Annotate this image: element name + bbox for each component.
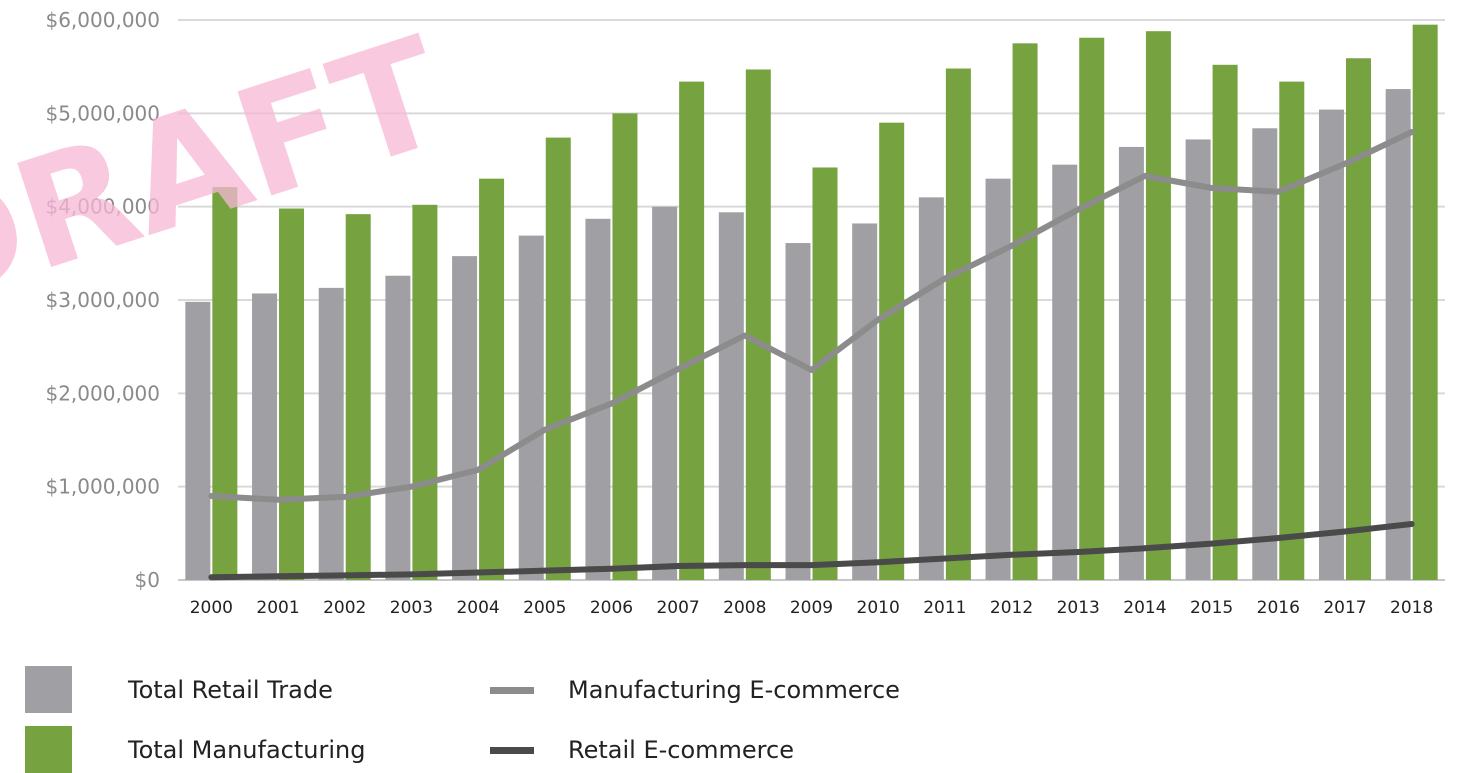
bar-total-manufacturing [1412, 24, 1438, 580]
bar-total-manufacturing [1145, 31, 1171, 580]
bar-total-retail-trade [852, 223, 878, 580]
legend-item-retail-ecommerce: Retail E-commerce [490, 736, 794, 764]
x-tick-label: 2006 [590, 598, 633, 618]
bar-total-retail-trade [1385, 89, 1411, 581]
y-tick-label: $1,000,000 [45, 475, 160, 499]
x-tick-label: 2007 [656, 598, 699, 618]
legend-item-mfg-ecommerce: Manufacturing E-commerce [490, 676, 900, 704]
bar-total-manufacturing [945, 68, 971, 581]
x-tick-label: 2008 [723, 598, 766, 618]
legend-item-retail: Total Retail Trade [25, 666, 333, 713]
bar-total-retail-trade [985, 178, 1011, 580]
x-tick-label: 2012 [990, 598, 1033, 618]
x-tick-label: 2002 [323, 598, 366, 618]
legend-swatch-mfg-ecommerce [490, 686, 534, 694]
y-tick-label: $2,000,000 [45, 381, 160, 405]
bar-total-retail-trade [1318, 109, 1344, 580]
x-tick-label: 2000 [190, 598, 233, 618]
bar-total-retail-trade [518, 235, 544, 580]
legend-label-mfg-ecommerce: Manufacturing E-commerce [568, 676, 900, 704]
y-tick-label: $5,000,000 [45, 101, 160, 125]
x-tick-label: 2005 [523, 598, 566, 618]
lines [208, 129, 1415, 581]
bar-total-retail-trade [252, 293, 278, 580]
x-tick-label: 2003 [390, 598, 433, 618]
bar-total-retail-trade [1052, 164, 1078, 580]
bar-total-manufacturing [612, 113, 638, 580]
legend: Total Retail Trade Total Manufacturing M… [0, 640, 1473, 773]
legend-swatch-retail [25, 666, 72, 713]
legend-label-retail-ecommerce: Retail E-commerce [568, 736, 794, 764]
x-tick-label: 2014 [1123, 598, 1166, 618]
bar-total-manufacturing [212, 187, 238, 581]
bar-total-manufacturing [879, 122, 905, 581]
bar-total-manufacturing [1345, 58, 1371, 581]
bar-total-retail-trade [918, 197, 944, 581]
bar-total-manufacturing [545, 137, 571, 580]
x-tick-label: 2004 [456, 598, 499, 618]
x-tick-label: 2011 [923, 598, 966, 618]
bar-total-retail-trade [1252, 128, 1278, 580]
bar-total-retail-trade [185, 301, 211, 580]
x-tick-label: 2016 [1257, 598, 1300, 618]
bar-total-retail-trade [1185, 139, 1211, 580]
x-tick-label: 2017 [1323, 598, 1366, 618]
line-retail-e-commerce [208, 521, 1415, 581]
bar-total-manufacturing [412, 204, 438, 581]
bar-total-retail-trade [652, 206, 678, 580]
bar-total-retail-trade [1118, 146, 1144, 580]
bar-total-retail-trade [785, 243, 811, 581]
line-manufacturing-e-commerce [208, 129, 1415, 503]
bar-total-manufacturing [1212, 64, 1238, 581]
bar-total-retail-trade [585, 218, 611, 581]
x-tick-label: 2018 [1390, 598, 1433, 618]
legend-label-retail: Total Retail Trade [128, 675, 333, 704]
chart: $0 $1,000,000 $2,000,000 $3,000,000 $4,000,0… [0, 5, 1445, 618]
x-tick-label: 2015 [1190, 598, 1233, 618]
y-tick-label: $4,000,000 [45, 195, 160, 219]
legend-swatch-manufacturing [25, 726, 72, 773]
y-axis: $0 $1,000,000 $2,000,000 $3,000,000 $4,000,0… [45, 8, 160, 592]
bar-total-manufacturing [479, 178, 505, 580]
x-axis: 2000 2001 2002 2003 2004 2005 2006 2007 2008 2009… [190, 598, 1434, 618]
bar-total-manufacturing [279, 208, 305, 581]
x-tick-label: 2013 [1057, 598, 1100, 618]
bar-total-manufacturing [1012, 43, 1038, 581]
bar-total-manufacturing [812, 167, 838, 580]
bar-total-manufacturing [1079, 37, 1105, 580]
bar-total-retail-trade [318, 287, 344, 580]
bar-total-manufacturing [679, 81, 705, 580]
bar-total-manufacturing [1279, 81, 1305, 580]
y-tick-label: $3,000,000 [45, 288, 160, 312]
x-tick-label: 2001 [256, 598, 299, 618]
x-tick-label: 2009 [790, 598, 833, 618]
bar-total-manufacturing [345, 214, 371, 580]
legend-swatch-retail-ecommerce [490, 746, 534, 754]
legend-label-manufacturing: Total Manufacturing [128, 735, 366, 764]
bar-total-retail-trade [385, 275, 411, 580]
bar-total-manufacturing [745, 69, 771, 580]
legend-item-manufacturing: Total Manufacturing [25, 726, 365, 773]
bar-total-retail-trade [718, 212, 744, 580]
x-tick-label: 2010 [857, 598, 900, 618]
bar-total-retail-trade [452, 256, 478, 580]
y-tick-label: $0 [135, 568, 160, 592]
bars [185, 24, 1438, 581]
y-tick-label: $6,000,000 [45, 8, 160, 32]
